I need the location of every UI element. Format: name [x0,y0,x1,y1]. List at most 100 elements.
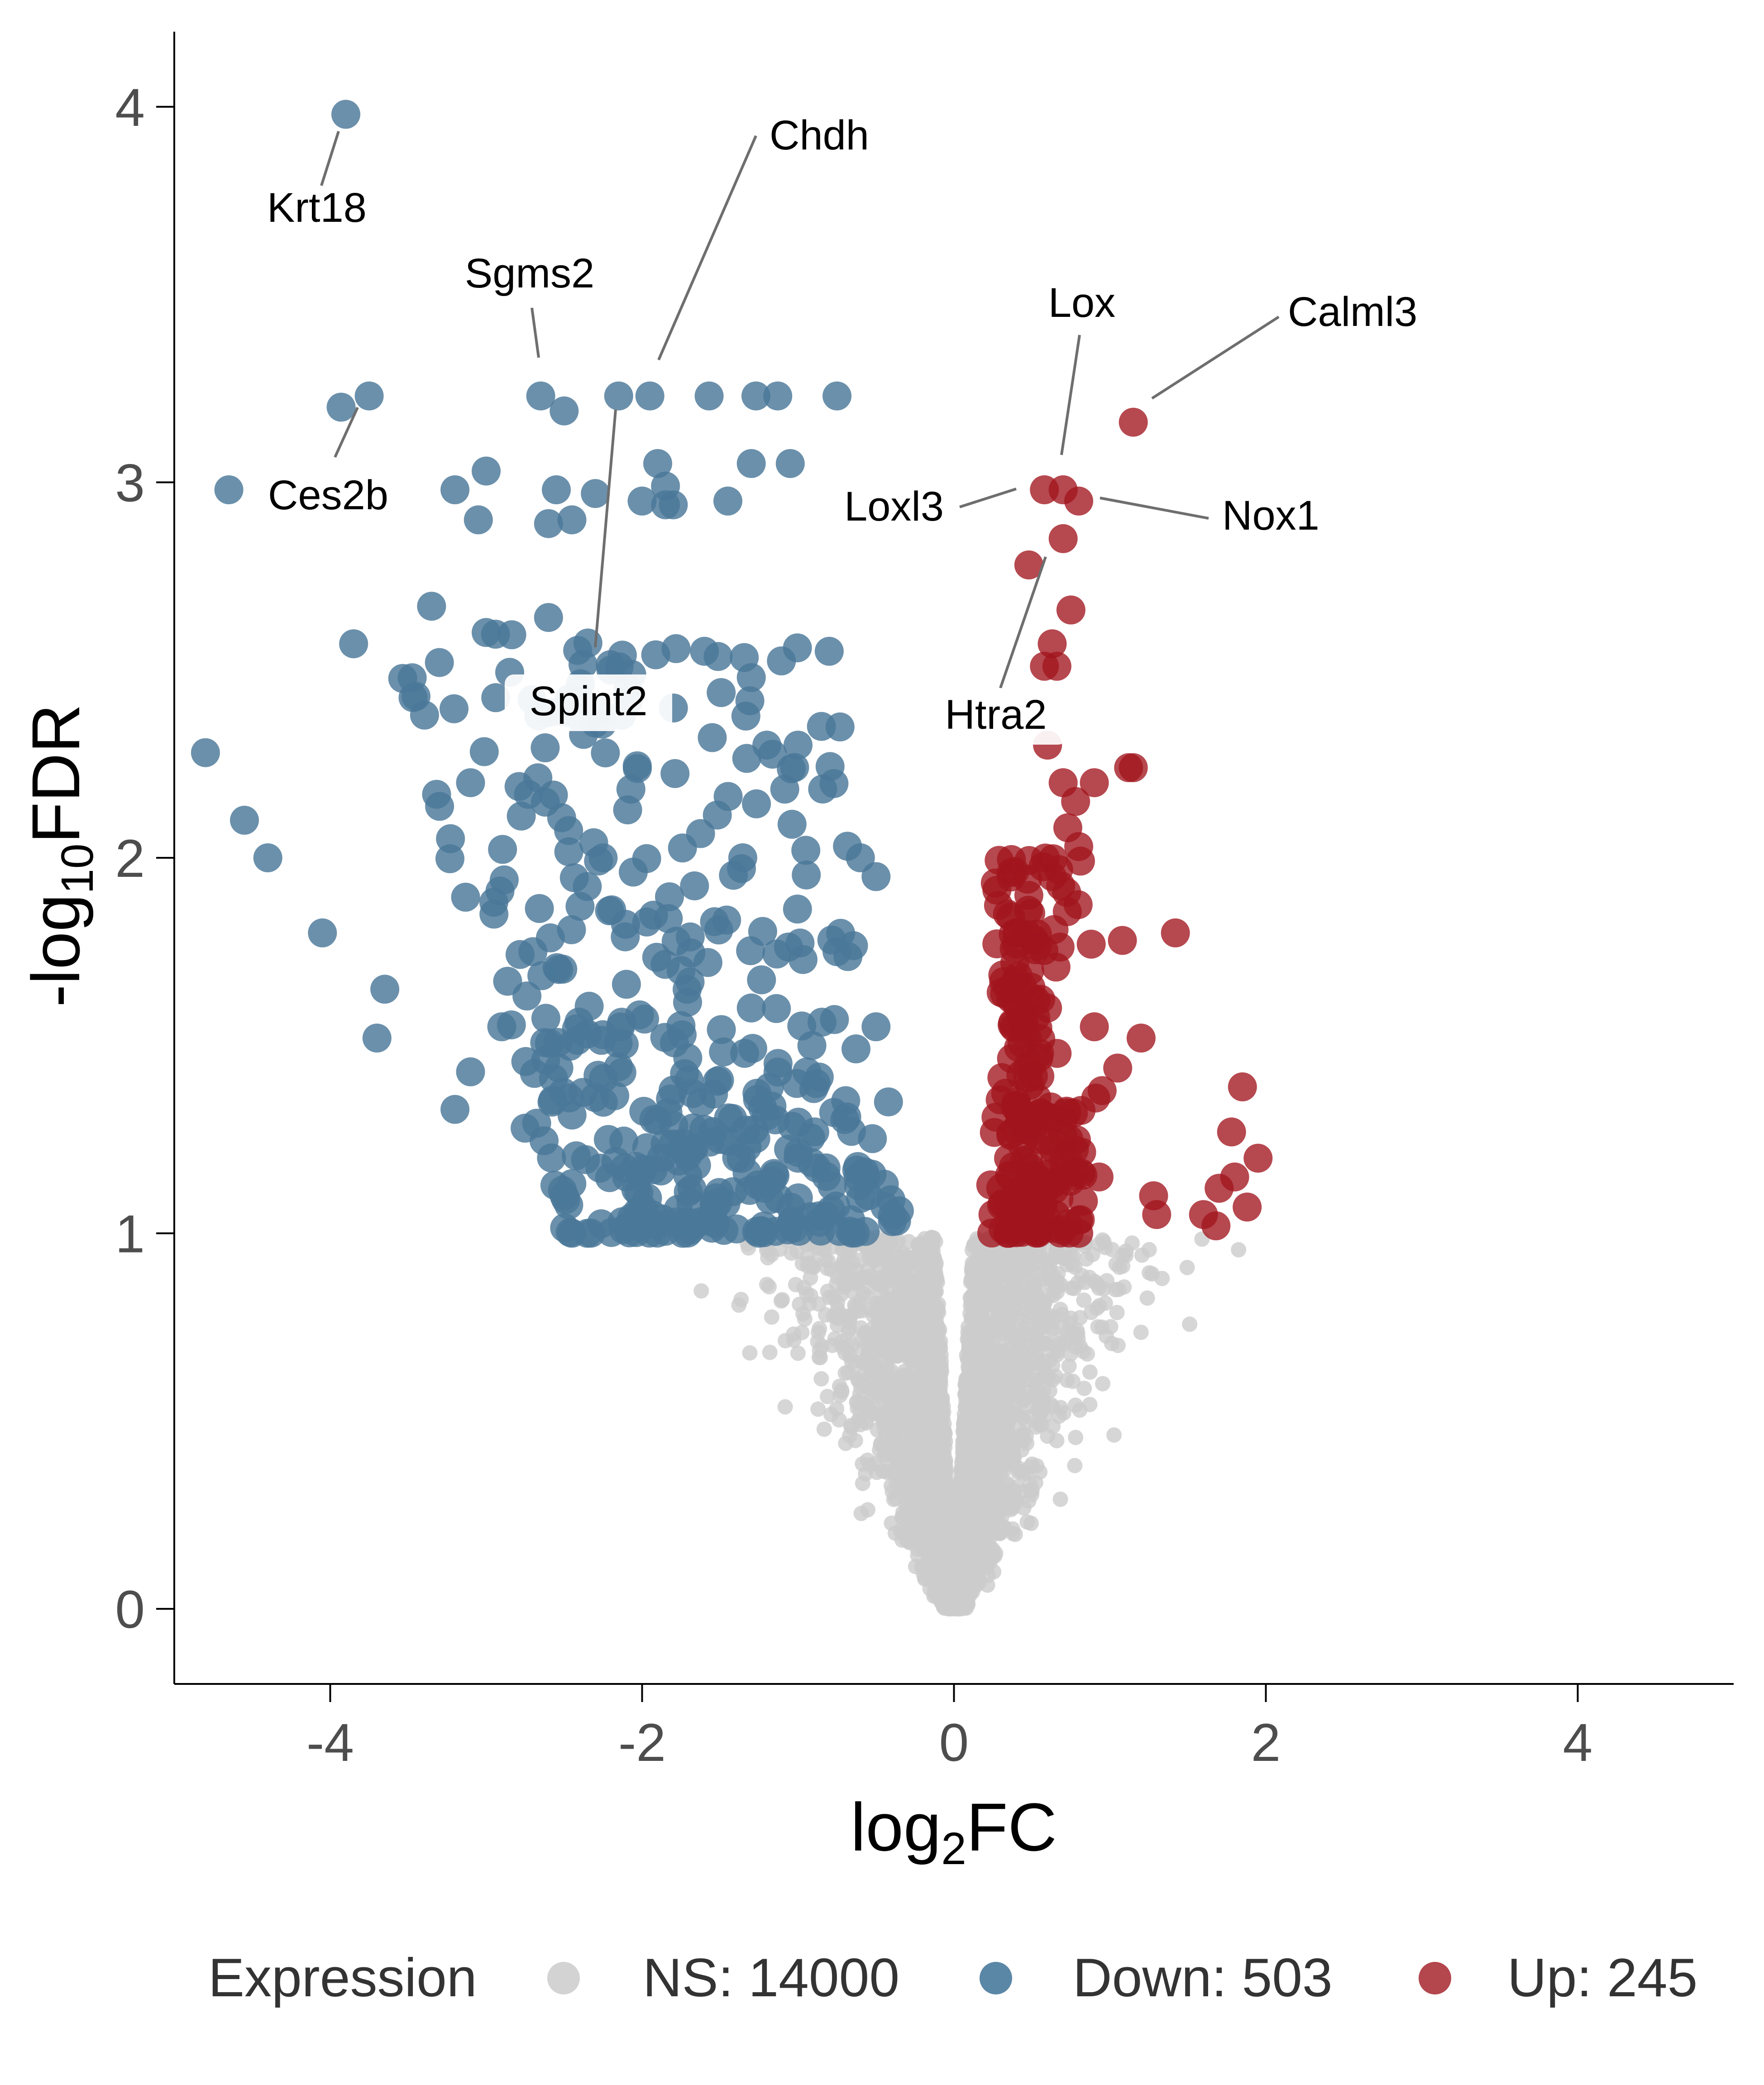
down-point [713,486,742,516]
ns-point [1111,1282,1127,1297]
x-axis-title-base: log [851,1789,941,1865]
up-point [999,1013,1029,1042]
up-point [1007,1130,1037,1159]
ns-point [930,1547,946,1563]
ns-point [853,1506,869,1521]
up-point [1054,1124,1084,1154]
down-point [425,792,454,821]
ns-point [972,1321,988,1337]
ns-point [1052,1492,1068,1507]
down-point [736,449,766,478]
down-point [767,646,796,675]
down-point [758,740,787,769]
down-point [712,905,741,935]
ns-point [842,1428,858,1444]
ns-point [972,1454,988,1470]
ns-point [693,1283,709,1299]
ns-point [951,1530,967,1545]
ns-point [774,1292,790,1308]
ns-point [1067,1458,1083,1473]
down-point [507,801,536,831]
down-point [534,603,563,632]
up-point [1030,475,1059,504]
ns-point [876,1449,892,1465]
ns-point [874,1367,889,1382]
up-point [1014,550,1043,579]
ns-points [693,1229,1247,1617]
down-point [841,1034,870,1064]
ns-point [1142,1265,1157,1281]
down-point [673,988,702,1017]
down-point [822,381,852,411]
annotation-leader [1100,497,1209,520]
y-tick-label: 1 [115,1205,145,1264]
ns-point [1106,1427,1122,1443]
ns-point [823,1406,839,1422]
up-point [1119,407,1148,437]
down-point [440,1095,470,1124]
ns-point [886,1373,902,1388]
ns-point [904,1413,919,1429]
ns-point [1115,1258,1131,1274]
ns-point [1076,1381,1092,1396]
down-point [464,505,493,535]
annotation-leader [531,307,540,358]
down-point [549,1077,578,1107]
ns-point [816,1421,832,1437]
down-point [456,1057,485,1086]
ns-point [1104,1242,1120,1258]
up-point [1066,846,1095,876]
down-point [703,1066,732,1096]
down-point [550,396,579,426]
ns-point [999,1491,1014,1507]
down-point [573,1019,602,1049]
ns-point [786,1326,802,1342]
y-axis-title-sub: 10 [52,843,103,894]
up-point [1080,1012,1109,1042]
down-point [661,634,691,663]
down-point [658,1076,688,1105]
down-point [440,694,468,723]
down-point [497,620,526,650]
ns-point [759,1277,774,1292]
down-point [604,381,633,411]
ns-point [863,1368,878,1383]
down-point [714,1126,743,1156]
up-points [976,407,1273,1248]
ns-point [958,1441,974,1456]
down-point [703,642,733,671]
ns-point [961,1339,977,1355]
down-point [555,1218,585,1247]
down-point [554,837,583,866]
down-point [571,1145,600,1174]
up-point [1064,486,1094,516]
down-point [668,1020,697,1049]
ns-point [907,1288,923,1304]
ns-point [1133,1325,1149,1340]
down-point [762,939,792,969]
ns-point [1022,1259,1037,1275]
down-point [489,865,519,894]
up-point [1076,929,1106,959]
ns-point [837,1345,853,1361]
ns-point [834,1382,850,1398]
down-point [861,862,891,891]
up-point [1025,1195,1055,1224]
down-point [861,1012,891,1042]
ns-point [1048,1247,1064,1262]
x-ticks: -4 -2 0 2 4 [306,1684,1592,1773]
ns-point [1096,1281,1112,1297]
down-point [782,1069,812,1098]
legend: Expression NS: 14000 Down: 503 Up: 245 [208,1947,1697,2008]
ns-point [849,1395,865,1410]
down-point [531,1004,560,1033]
down-point [308,918,337,947]
annotation-leader [594,409,617,648]
gene-label: Krt18 [267,185,367,231]
ns-point [1032,1245,1048,1261]
ns-point [884,1515,899,1531]
down-point [410,700,439,730]
ns-point [1037,1294,1052,1310]
down-point [659,1111,688,1140]
ns-point [1047,1368,1063,1384]
